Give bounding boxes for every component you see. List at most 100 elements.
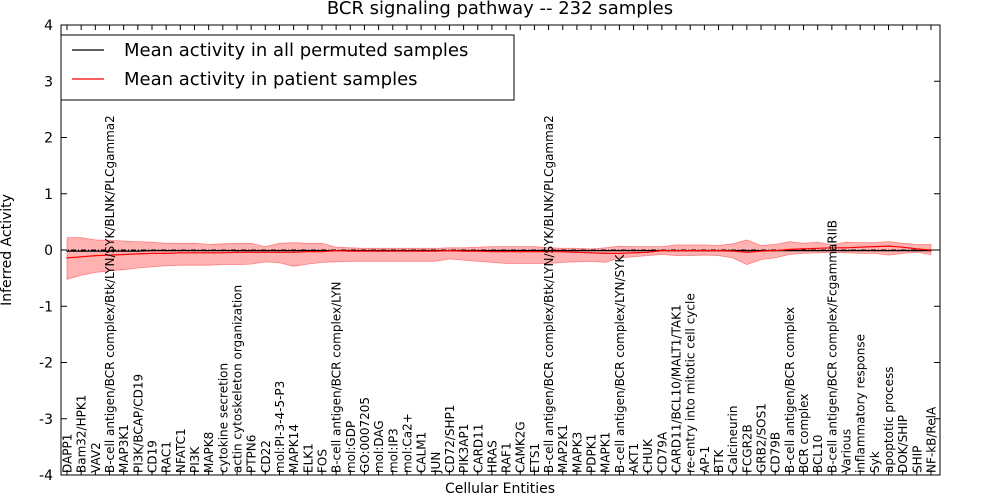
series-0-point bbox=[590, 250, 592, 252]
x-tick-label: B-cell antigen/BCR complex/Btk/LYN/SYK/B… bbox=[103, 115, 117, 473]
x-tick-label: CD22 bbox=[259, 440, 273, 473]
series-1-point bbox=[930, 249, 932, 251]
series-0-point bbox=[604, 250, 606, 252]
series-1-point bbox=[703, 250, 706, 252]
x-tick-label: PTPN6 bbox=[245, 435, 259, 473]
series-1-point bbox=[236, 251, 238, 253]
x-tick-label: BCL10 bbox=[811, 435, 825, 473]
x-tick-label: JUN bbox=[429, 452, 443, 474]
series-1-point bbox=[222, 252, 224, 254]
series-1-point bbox=[717, 250, 720, 252]
x-tick-label: PIK3AP1 bbox=[457, 424, 471, 473]
series-0-point bbox=[165, 250, 167, 252]
series-1-point bbox=[349, 250, 351, 252]
series-1-point bbox=[250, 251, 252, 253]
x-tick-label: mol:Ca2+ bbox=[400, 413, 414, 473]
series-1-point bbox=[392, 250, 394, 252]
series-1-point bbox=[108, 254, 111, 256]
series-0-point bbox=[66, 250, 68, 252]
series-0-point bbox=[123, 250, 125, 252]
plot-area bbox=[61, 237, 940, 280]
series-1-point bbox=[123, 253, 125, 256]
x-tick-label: mol:PI-3-4-5-P3 bbox=[273, 381, 287, 473]
series-1-point bbox=[548, 251, 550, 253]
series-1-point bbox=[647, 251, 649, 253]
series-0-point bbox=[845, 250, 847, 252]
series-1-point bbox=[916, 248, 918, 250]
series-1-point bbox=[66, 257, 68, 259]
x-tick-label: CALM1 bbox=[415, 432, 429, 473]
x-tick-label: CD72/SHP1 bbox=[443, 405, 457, 473]
x-axis-label: Cellular Entities bbox=[445, 481, 555, 497]
y-tick-label: 4 bbox=[44, 18, 53, 34]
series-0-point bbox=[193, 250, 196, 252]
x-tick-label: B-cell antigen/BCR complex/FcgammaRIIB bbox=[825, 220, 839, 473]
x-tick-label: PI3K bbox=[188, 446, 202, 473]
x-tick-label: GO:0007205 bbox=[358, 397, 372, 473]
series-1-point bbox=[208, 252, 210, 254]
legend-box bbox=[60, 34, 515, 101]
series-0-point bbox=[633, 250, 635, 252]
x-tick-label: PI3K/BCAP/CD19 bbox=[131, 374, 145, 473]
y-tick-label: -3 bbox=[39, 412, 53, 428]
series-0-point bbox=[562, 250, 564, 252]
x-tick-label: NF-kB/RelA bbox=[925, 406, 939, 473]
legend-label-0: Mean activity in all permuted samples bbox=[124, 40, 468, 61]
x-tick-label: ELK1 bbox=[301, 443, 315, 473]
series-0-point bbox=[94, 250, 96, 252]
series-1-point bbox=[505, 251, 507, 253]
x-tick-label: inflammatory response bbox=[854, 334, 868, 473]
x-tick-label: RAC1 bbox=[160, 441, 174, 473]
x-tick-label: HRAS bbox=[485, 440, 499, 473]
x-tick-label: NFATC1 bbox=[174, 428, 188, 473]
series-1-point bbox=[137, 253, 139, 255]
series-1-point bbox=[817, 247, 819, 249]
series-1-point bbox=[165, 252, 167, 254]
x-tick-label: Calcineurin bbox=[726, 406, 740, 473]
series-0-point bbox=[491, 250, 493, 252]
x-tick-label: MAPK1 bbox=[599, 432, 613, 473]
series-1-point bbox=[335, 250, 337, 252]
legend: Mean activity in all permuted samples Mea… bbox=[60, 34, 515, 101]
series-0-point bbox=[179, 250, 181, 252]
y-tick-label: -4 bbox=[39, 468, 53, 484]
series-1-point bbox=[831, 247, 833, 249]
x-tick-label: AKT1 bbox=[627, 443, 641, 473]
series-1-point bbox=[590, 252, 592, 254]
confidence-band bbox=[66, 237, 932, 280]
series-1-point bbox=[151, 252, 153, 254]
y-axis-label: Inferred Activity bbox=[0, 194, 15, 306]
x-tick-label: FCGR2B bbox=[740, 424, 754, 473]
series-1-point bbox=[675, 250, 677, 252]
legend-label-1: Mean activity in patient samples bbox=[124, 69, 418, 90]
x-tick-label: SHIP bbox=[910, 446, 924, 473]
x-tick-label: CARD11 bbox=[471, 424, 485, 473]
series-0-point bbox=[533, 250, 536, 252]
series-1-point bbox=[193, 252, 196, 254]
series-1-point bbox=[477, 250, 479, 252]
series-0-point bbox=[647, 250, 649, 252]
series-0-point bbox=[137, 250, 139, 252]
x-tick-label: CARD11/BCL10/MALT1/TAK1 bbox=[670, 304, 684, 473]
x-tick-label: cytokine secretion bbox=[216, 363, 230, 473]
series-1-point bbox=[774, 250, 776, 252]
x-tick-label: AP-1 bbox=[698, 446, 712, 473]
series-1-point bbox=[845, 247, 847, 249]
x-tick-label: mol:DAG bbox=[372, 420, 386, 473]
series-0-point bbox=[208, 250, 210, 252]
x-tick-label: BCR complex bbox=[797, 394, 811, 473]
series-0-point bbox=[222, 250, 224, 252]
series-1-point bbox=[179, 252, 181, 254]
series-1-point bbox=[378, 250, 380, 252]
series-1-point bbox=[307, 251, 309, 253]
x-tick-label: B-cell antigen/BCR complex/LYN bbox=[330, 281, 344, 473]
x-tick-label: MAPK8 bbox=[202, 432, 216, 473]
series-1-point bbox=[859, 246, 861, 248]
x-tick-label: B-cell antigen/BCR complex bbox=[783, 307, 797, 473]
y-tick-label: -2 bbox=[39, 356, 53, 372]
series-1-point bbox=[519, 251, 521, 253]
series-0-point bbox=[788, 250, 791, 252]
y-tick-label: 0 bbox=[44, 243, 53, 259]
series-0-point bbox=[236, 250, 238, 252]
series-1-point bbox=[873, 246, 875, 248]
